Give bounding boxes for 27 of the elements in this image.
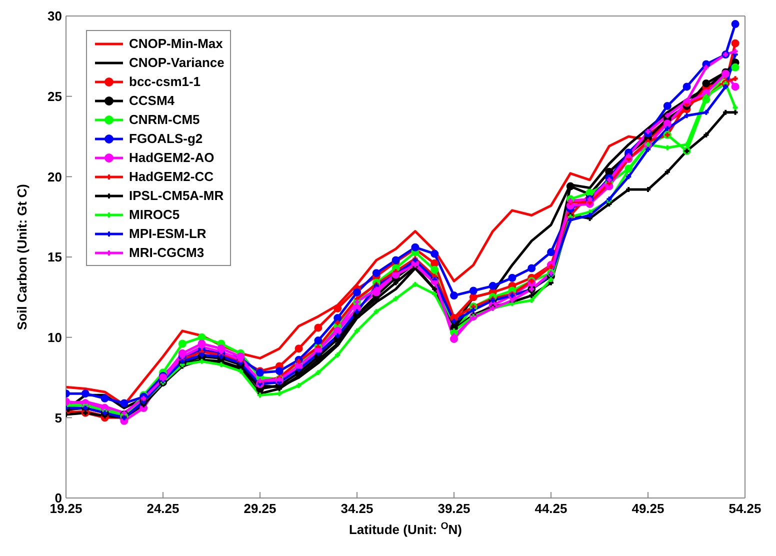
- y-axis-title: Soil Carbon (Unit: Gt C): [14, 184, 30, 330]
- y-tick-label: 10: [48, 330, 62, 345]
- legend-label: FGOALS-g2: [129, 130, 203, 148]
- legend-label: CNOP-Variance: [129, 54, 224, 72]
- legend-label: HadGEM2-AO: [129, 149, 214, 167]
- x-tick-label: 34.25: [340, 501, 374, 516]
- x-tick-label: 49.25: [632, 501, 664, 516]
- x-tick-label: 39.25: [438, 501, 470, 516]
- x-tick-label: 54.25: [728, 501, 762, 516]
- x-tick-label: 24.25: [146, 501, 180, 516]
- y-tick-label: 20: [48, 169, 62, 184]
- y-tick-label: 15: [48, 250, 62, 265]
- legend-label: IPSL-CM5A-MR: [129, 187, 224, 205]
- legend-label: bcc-csm1-1: [129, 73, 201, 91]
- legend-label: HadGEM2-CC: [129, 168, 214, 186]
- legend-label: CNRM-CM5: [129, 111, 200, 129]
- legend-label: MIROC5: [129, 206, 180, 224]
- x-tick-label: 29.25: [244, 501, 276, 516]
- x-tick-label: 44.25: [534, 501, 568, 516]
- legend-label: CCSM4: [129, 92, 175, 110]
- legend-label: MRI-CGCM3: [129, 244, 204, 262]
- legend-label: CNOP-Min-Max: [129, 35, 223, 53]
- y-tick-label: 25: [48, 88, 62, 104]
- y-tick-label: 30: [48, 8, 62, 24]
- x-axis-title: Latitude (Unit: $^{O}$N): [348, 520, 462, 537]
- legend-label: MPI-ESM-LR: [129, 225, 206, 243]
- y-tick-label: 5: [54, 410, 62, 426]
